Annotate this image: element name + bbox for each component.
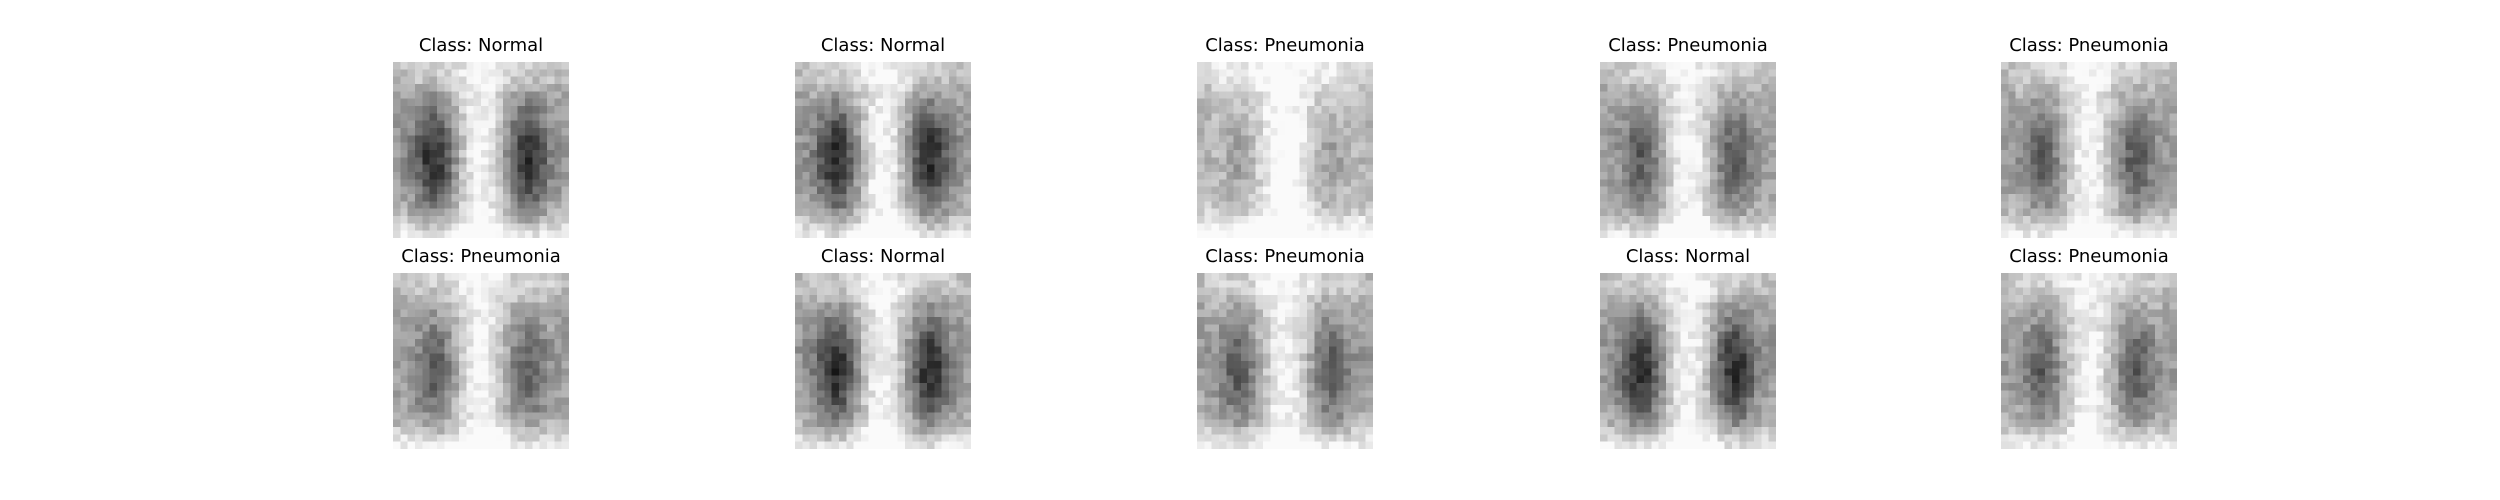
chest-xray-image <box>1600 273 1776 449</box>
chest-xray-image <box>1600 62 1776 238</box>
panel-title: Class: Pneumonia <box>2009 246 2169 267</box>
chest-xray-image <box>393 62 569 238</box>
panel-title: Class: Pneumonia <box>2009 35 2169 56</box>
chest-xray-image <box>1197 62 1373 238</box>
chest-xray-image <box>795 273 971 449</box>
chest-xray-image <box>1197 273 1373 449</box>
panel-title: Class: Pneumonia <box>1205 246 1365 267</box>
panel-title: Class: Pneumonia <box>1608 35 1768 56</box>
panel-title: Class: Normal <box>820 35 946 56</box>
panel-title: Class: Normal <box>820 246 946 267</box>
chest-xray-image <box>393 273 569 449</box>
panel-title: Class: Normal <box>418 35 544 56</box>
chest-xray-image <box>2001 62 2177 238</box>
panel-title: Class: Normal <box>1625 246 1751 267</box>
panel-title: Class: Pneumonia <box>401 246 561 267</box>
chest-xray-image <box>795 62 971 238</box>
panel-title: Class: Pneumonia <box>1205 35 1365 56</box>
chest-xray-image <box>2001 273 2177 449</box>
